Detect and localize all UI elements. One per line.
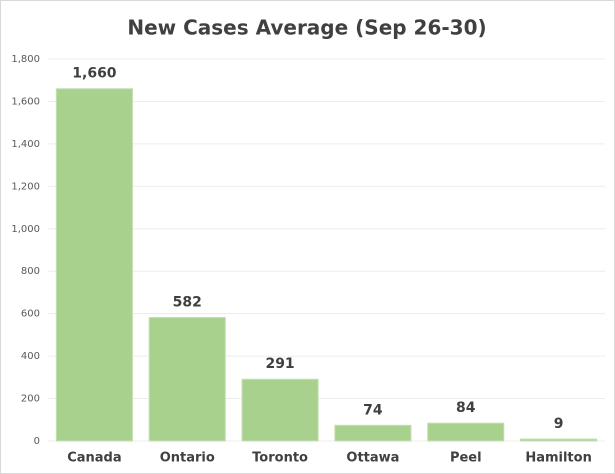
- value-label: 9: [554, 416, 564, 432]
- y-tick-label: 600: [21, 309, 40, 320]
- value-label: 291: [265, 356, 294, 372]
- value-label: 1,660: [72, 66, 117, 82]
- y-tick-label: 1,000: [11, 224, 40, 235]
- bar: [520, 438, 598, 442]
- bar: [55, 88, 133, 442]
- y-tick-label: 1,800: [11, 54, 40, 65]
- x-tick-label: Ottawa: [346, 451, 399, 466]
- x-tick-label: Canada: [67, 451, 121, 466]
- value-label: 84: [456, 400, 476, 416]
- value-label: 582: [173, 294, 202, 310]
- y-tick-label: 200: [21, 394, 40, 405]
- bar: [427, 422, 505, 442]
- bar: [241, 378, 319, 442]
- x-tick-label: Ontario: [160, 451, 215, 466]
- chart-title: New Cases Average (Sep 26-30): [127, 16, 486, 40]
- x-tick-label: Toronto: [252, 451, 308, 466]
- bar: [148, 316, 226, 442]
- bar: [334, 424, 412, 442]
- y-tick-label: 0: [34, 436, 40, 447]
- y-tick-label: 400: [21, 351, 40, 362]
- value-label: 74: [363, 402, 383, 418]
- x-tick-label: Peel: [450, 451, 482, 466]
- y-tick-label: 1,600: [11, 96, 40, 107]
- y-tick-label: 800: [21, 266, 40, 277]
- y-tick-label: 1,200: [11, 181, 40, 192]
- y-tick-label: 1,400: [11, 139, 40, 150]
- x-tick-label: Hamilton: [525, 451, 592, 466]
